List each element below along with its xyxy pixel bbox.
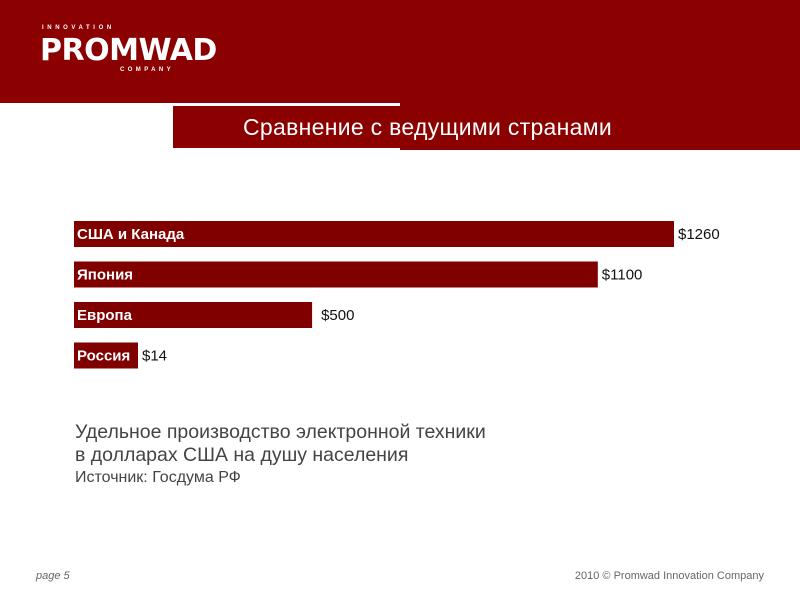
bar-3: [74, 342, 138, 369]
logo-wordmark: PROMWAD: [40, 33, 217, 68]
bar-value-label: $14: [142, 348, 167, 365]
bar-category-label: США и Канада: [77, 226, 185, 243]
bar-category-label: Европа: [77, 307, 133, 324]
bar-category-label: Япония: [77, 267, 133, 284]
bar-2: [74, 302, 313, 328]
footer-copyright: 2010 © Promwad Innovation Company: [574, 570, 764, 582]
bar-value-label: $500: [321, 307, 354, 324]
bar-0: [74, 221, 674, 247]
header-band: [0, 0, 800, 103]
logo-tagline-top: INNOVATION: [42, 25, 115, 31]
title-box: Сравнение с ведущими странами: [173, 106, 626, 148]
bar-value-label: $1260: [678, 226, 720, 243]
logo-tagline-bottom: COMPANY: [120, 67, 175, 73]
chart-source: Источник: Госдума РФ: [75, 469, 241, 486]
page-number: page 5: [36, 570, 70, 582]
page-title: Сравнение с ведущими странами: [243, 114, 612, 140]
bar-1: [74, 261, 598, 288]
chart-caption-line-2: в долларах США на душу населения: [75, 444, 409, 466]
promwad-logo[interactable]: INNOVATION PROMWAD COMPANY: [40, 25, 217, 77]
bar-value-label: $1100: [602, 267, 643, 284]
bar-category-label: Россия: [77, 348, 130, 365]
chart-caption-line-1: Удельное производство электронной техник…: [75, 421, 486, 443]
